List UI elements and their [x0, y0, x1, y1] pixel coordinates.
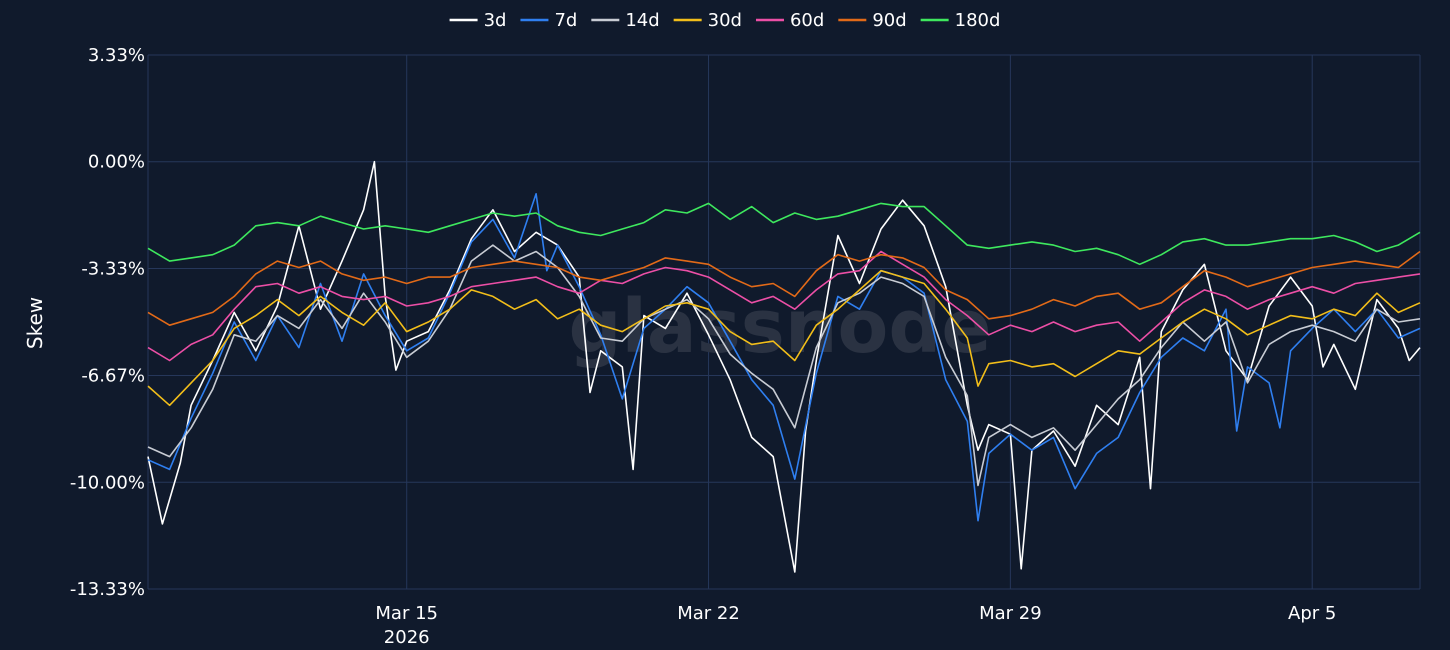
- y-tick-label: 0.00%: [88, 152, 145, 173]
- x-tick-label: Mar 15: [375, 603, 438, 624]
- legend-label: 180d: [955, 10, 1001, 31]
- legend-label: 90d: [872, 10, 906, 31]
- y-tick-label: -10.00%: [70, 472, 145, 493]
- legend-item-3d: 3d: [449, 10, 507, 31]
- legend: 3d 7d 14d 30d 60d 90d 180d: [449, 10, 1001, 31]
- y-axis-title: Skew: [23, 297, 47, 349]
- y-tick-label: -13.33%: [70, 579, 145, 600]
- y-axis: 3.33% 0.00% -3.33% -6.67% -10.00% -13.33%: [70, 45, 145, 600]
- grid: [147, 54, 1421, 590]
- watermark: glassnode: [568, 284, 991, 370]
- legend-item-30d: 30d: [673, 10, 742, 31]
- y-tick-label: 3.33%: [88, 45, 145, 66]
- y-tick-label: -3.33%: [81, 258, 145, 279]
- legend-label: 60d: [790, 10, 824, 31]
- x-axis: Mar 15 2026 Mar 22 Mar 29 Apr 5: [375, 603, 1336, 648]
- series-line-90d: [147, 250, 1421, 326]
- series-line-7d: [147, 193, 1421, 522]
- legend-label: 30d: [708, 10, 742, 31]
- legend-item-14d: 14d: [591, 10, 660, 31]
- y-tick-label: -6.67%: [81, 366, 145, 387]
- series-line-3d: [147, 160, 1421, 573]
- x-tick-label: Mar 22: [677, 603, 740, 624]
- x-tick-year-label: 2026: [384, 627, 430, 648]
- legend-item-180d: 180d: [920, 10, 1001, 31]
- x-tick-label: Apr 5: [1288, 603, 1336, 624]
- series-line-180d: [147, 202, 1421, 266]
- legend-label: 7d: [554, 10, 577, 31]
- legend-item-7d: 7d: [520, 10, 577, 31]
- legend-label: 14d: [625, 10, 659, 31]
- legend-item-90d: 90d: [838, 10, 907, 31]
- series-lines: [147, 160, 1421, 573]
- series-line-14d: [147, 244, 1421, 487]
- x-tick-label: Mar 29: [979, 603, 1042, 624]
- series-line-60d: [147, 250, 1421, 362]
- series-line-30d: [147, 269, 1421, 407]
- legend-label: 3d: [484, 10, 507, 31]
- legend-item-60d: 60d: [755, 10, 824, 31]
